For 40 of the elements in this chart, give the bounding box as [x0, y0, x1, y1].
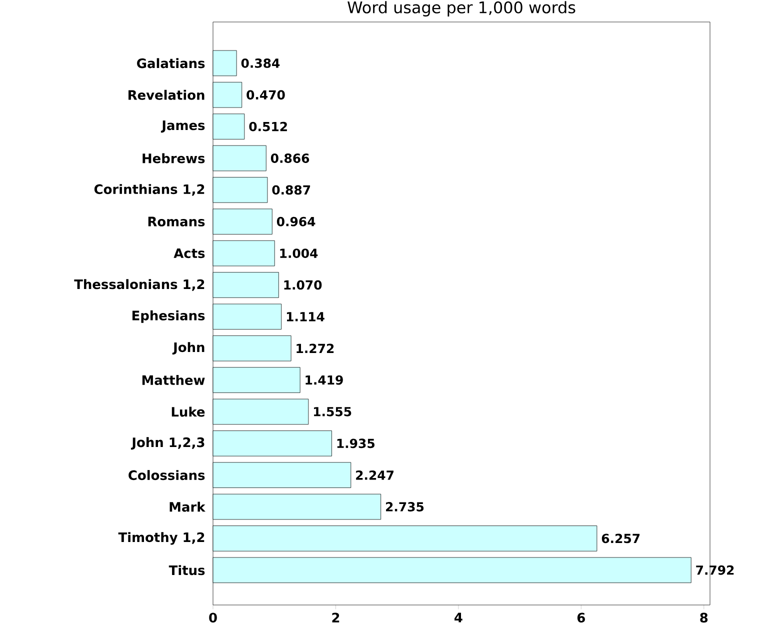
- y-tick-label: James: [160, 120, 205, 133]
- y-tick-label: Hebrews: [142, 153, 205, 164]
- data-label: 1.555: [314, 407, 352, 416]
- data-label: 1.004: [280, 248, 318, 258]
- y-tick-label: Galatians: [137, 58, 205, 68]
- y-tick-label: Thessalonians 1,2: [74, 279, 204, 291]
- y-tick-label: Luke: [172, 406, 205, 417]
- data-label: 6.257: [602, 534, 640, 544]
- x-tick-label: 4: [454, 612, 462, 622]
- y-tick-label: Colossians: [128, 470, 205, 480]
- chart-title: Word usage per 1,000 words: [348, 1, 576, 16]
- x-tick-label: 6: [577, 612, 585, 623]
- y-tick-label: Acts: [174, 248, 205, 258]
- y-tick-label: Timothy 1,2: [118, 532, 204, 545]
- data-label: 0.512: [249, 122, 287, 132]
- data-label: 1.419: [306, 375, 343, 385]
- data-label: 0.866: [270, 154, 310, 163]
- data-label: 1.114: [286, 312, 324, 322]
- y-tick-label: John 1,2,3: [130, 437, 204, 450]
- data-label: 2.247: [356, 470, 394, 480]
- y-tick-label: Mark: [170, 502, 206, 512]
- x-tick-label: 8: [700, 612, 708, 623]
- data-label: 7.792: [696, 565, 734, 575]
- y-tick-label: Titus: [168, 565, 205, 576]
- data-label: 2.735: [386, 502, 424, 512]
- y-tick-label: John: [172, 342, 204, 355]
- x-tick-label: 0: [209, 612, 217, 623]
- y-tick-label: Matthew: [142, 375, 205, 386]
- y-tick-label: Romans: [148, 216, 205, 226]
- data-label: 1.272: [296, 344, 334, 353]
- data-label: 0.470: [246, 90, 285, 100]
- y-tick-label: Ephesians: [132, 310, 205, 323]
- x-tick-label: 2: [332, 612, 340, 622]
- data-label: 1.070: [284, 280, 322, 290]
- data-label: 0.384: [241, 58, 280, 68]
- data-label: 0.964: [276, 216, 316, 226]
- y-tick-label: Revelation: [128, 90, 204, 100]
- data-label: 0.887: [272, 185, 310, 195]
- y-tick-label: Corinthians 1,2: [94, 184, 204, 196]
- data-label: 1.935: [337, 438, 374, 448]
